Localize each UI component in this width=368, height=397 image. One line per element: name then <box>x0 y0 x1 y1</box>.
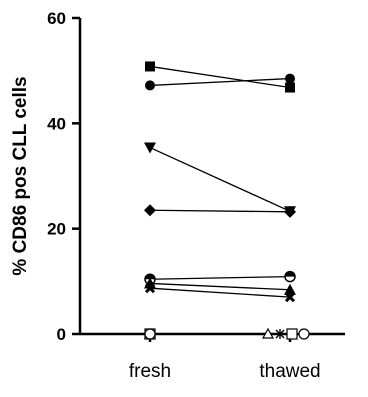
series-7 <box>144 283 296 303</box>
series-1 <box>145 61 295 93</box>
series-5 <box>144 270 296 285</box>
asterisk-marker <box>275 329 285 339</box>
open-triangle-marker <box>261 327 275 339</box>
x-tick-label: fresh <box>129 361 171 382</box>
circle-marker <box>285 73 295 84</box>
triangle-down-marker <box>144 142 156 154</box>
open-circle-marker <box>298 328 310 340</box>
series-line <box>149 282 291 291</box>
series-line <box>149 65 291 89</box>
series-line <box>149 287 291 298</box>
x-marker <box>284 292 296 303</box>
series-group <box>143 61 310 340</box>
x-tick-label: thawed <box>259 361 320 382</box>
series-3 <box>144 142 296 218</box>
y-tick-label: 20 <box>47 220 66 239</box>
y-ticks: 0 20 40 60 <box>47 9 80 344</box>
series-2 <box>145 73 295 91</box>
half-circle-marker-fill <box>285 271 295 277</box>
x-marker <box>144 283 156 294</box>
y-tick-label: 40 <box>47 114 66 133</box>
y-tick-label: 60 <box>47 9 66 28</box>
square-marker <box>145 61 155 72</box>
x-ticks: fresh thawed <box>129 334 321 382</box>
series-11 <box>144 328 310 340</box>
series-line <box>149 275 291 280</box>
series-4 <box>144 204 296 218</box>
diamond-marker <box>284 205 296 218</box>
square-marker <box>285 82 295 93</box>
triangle-up-marker <box>284 283 296 295</box>
open-circle-marker <box>144 328 156 340</box>
open-square-marker <box>286 328 298 340</box>
series-line <box>149 146 291 212</box>
diamond-marker <box>144 204 156 217</box>
series-line <box>149 209 291 213</box>
circle-marker <box>145 80 155 91</box>
half-circle-marker-fill <box>145 274 155 280</box>
series-line <box>149 77 291 87</box>
y-tick-label: 0 <box>57 325 66 344</box>
y-axis-label: % CD86 pos CLL cells <box>10 76 31 275</box>
